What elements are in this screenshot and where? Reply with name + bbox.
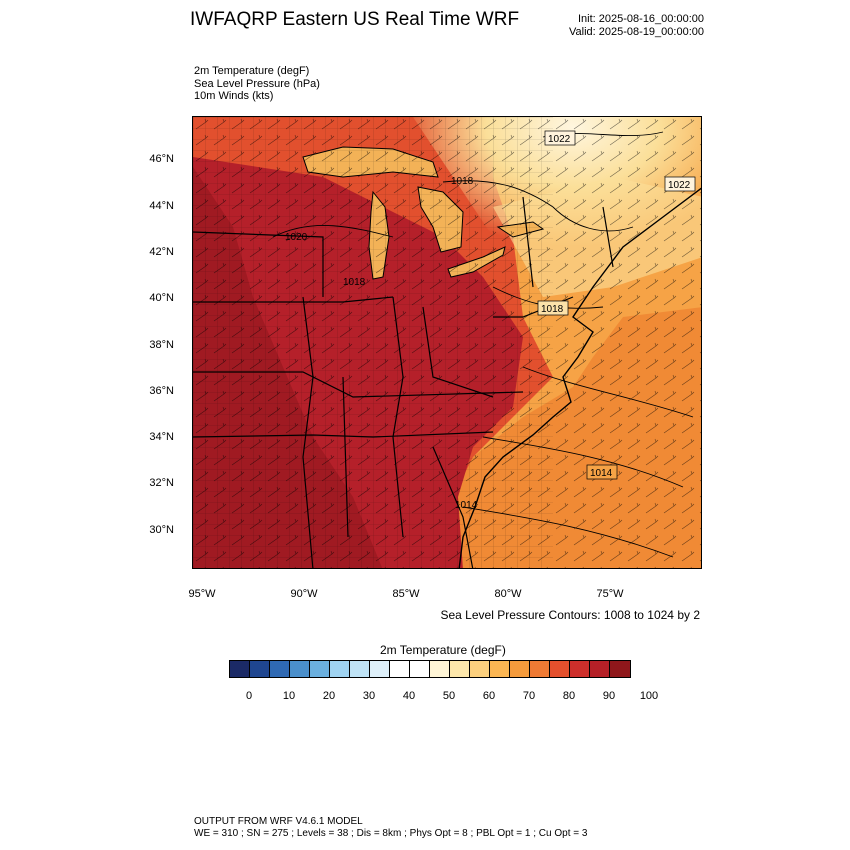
- colorbar-cell: [610, 661, 630, 677]
- colorbar-tick-label: 60: [482, 690, 496, 702]
- svg-text:1022: 1022: [548, 134, 571, 145]
- svg-text:1020: 1020: [285, 232, 308, 243]
- colorbar-cell: [450, 661, 470, 677]
- isobar-label-3: 1018: [451, 176, 474, 187]
- weather-map: 1022 1022 1018 1018 1018 1020 1014 1014: [192, 116, 702, 569]
- colorbar-tick-label: 80: [562, 690, 576, 702]
- svg-text:1018: 1018: [451, 176, 474, 187]
- colorbar-cell: [330, 661, 350, 677]
- lat-label-30n: 30°N: [149, 524, 174, 536]
- lat-label-44n: 44°N: [149, 200, 174, 212]
- colorbar-tick-label: 70: [522, 690, 536, 702]
- isobar-label-8: 1014: [455, 500, 478, 511]
- map-canvas: 1022 1022 1018 1018 1018 1020 1014 1014: [193, 117, 701, 568]
- colorbar-cell: [530, 661, 550, 677]
- plot-title: IWFAQRP Eastern US Real Time WRF: [190, 9, 520, 30]
- colorbar-tick-label: 30: [362, 690, 376, 702]
- lon-label-90w: 90°W: [290, 588, 318, 600]
- lat-label-46n: 46°N: [149, 153, 174, 165]
- field-list: 2m Temperature (degF) Sea Level Pressure…: [194, 65, 320, 103]
- model-config: WE = 310 ; SN = 275 ; Levels = 38 ; Dis …: [194, 828, 588, 839]
- colorbar-cell: [490, 661, 510, 677]
- lat-label-36n: 36°N: [149, 385, 174, 397]
- contour-note: Sea Level Pressure Contours: 1008 to 102…: [440, 608, 701, 622]
- svg-text:1014: 1014: [455, 500, 478, 511]
- field-temperature: 2m Temperature (degF): [194, 65, 310, 77]
- isobar-label-7: 1014: [586, 464, 618, 480]
- field-pressure: Sea Level Pressure (hPa): [194, 77, 320, 90]
- colorbar-cell: [290, 661, 310, 677]
- lon-label-80w: 80°W: [494, 588, 522, 600]
- lat-label-42n: 42°N: [149, 246, 174, 258]
- model-footer: OUTPUT FROM WRF V4.6.1 MODEL WE = 310 ; …: [194, 816, 587, 840]
- isobar-label-6: 1020: [285, 232, 308, 243]
- colorbar-cell: [310, 661, 330, 677]
- init-time: Init: 2025-08-16_00:00:00: [578, 13, 704, 25]
- colorbar-cell: [550, 661, 570, 677]
- isobar-label-1: 1022: [544, 130, 576, 146]
- colorbar-title: 2m Temperature (degF): [380, 643, 506, 657]
- lat-label-38n: 38°N: [149, 339, 174, 351]
- colorbar: [229, 660, 631, 678]
- colorbar-tick-label: 90: [602, 690, 616, 702]
- valid-time: Valid: 2025-08-19_00:00:00: [569, 26, 704, 38]
- svg-text:1018: 1018: [343, 277, 366, 288]
- run-times: Init: 2025-08-16_00:00:00 Valid: 2025-08…: [569, 13, 704, 39]
- colorbar-cell: [470, 661, 490, 677]
- colorbar-cell: [590, 661, 610, 677]
- colorbar-cell: [270, 661, 290, 677]
- lat-label-34n: 34°N: [149, 431, 174, 443]
- coastline: [458, 187, 701, 568]
- lon-label-95w: 95°W: [188, 588, 216, 600]
- colorbar-cell: [570, 661, 590, 677]
- lon-label-75w: 75°W: [596, 588, 624, 600]
- isobar-label-2: 1022: [664, 176, 696, 192]
- colorbar-cell: [510, 661, 530, 677]
- state-boundaries: [193, 196, 614, 568]
- isobar-label-5: 1018: [343, 277, 366, 288]
- svg-text:1022: 1022: [668, 180, 691, 191]
- lon-label-85w: 85°W: [392, 588, 420, 600]
- lat-label-32n: 32°N: [149, 477, 174, 489]
- colorbar-tick-label: 20: [322, 690, 336, 702]
- colorbar-tick-label: 100: [639, 690, 659, 702]
- colorbar-tick-label: 0: [245, 690, 253, 702]
- colorbar-cell: [350, 661, 370, 677]
- colorbar-cell: [250, 661, 270, 677]
- colorbar-cell: [430, 661, 450, 677]
- colorbar-cell: [390, 661, 410, 677]
- colorbar-tick-label: 10: [282, 690, 296, 702]
- colorbar-cell: [370, 661, 390, 677]
- wind-barbs: [193, 117, 701, 568]
- colorbar-tick-label: 50: [442, 690, 456, 702]
- isobar-contours: [272, 131, 694, 558]
- field-winds: 10m Winds (kts): [194, 90, 274, 102]
- isobar-label-4: 1018: [537, 300, 569, 316]
- svg-text:1014: 1014: [590, 468, 613, 479]
- model-version: OUTPUT FROM WRF V4.6.1 MODEL: [194, 816, 363, 827]
- svg-text:1018: 1018: [541, 304, 564, 315]
- colorbar-cell: [230, 661, 250, 677]
- colorbar-tick-label: 40: [402, 690, 416, 702]
- lat-label-40n: 40°N: [149, 292, 174, 304]
- colorbar-cell: [410, 661, 430, 677]
